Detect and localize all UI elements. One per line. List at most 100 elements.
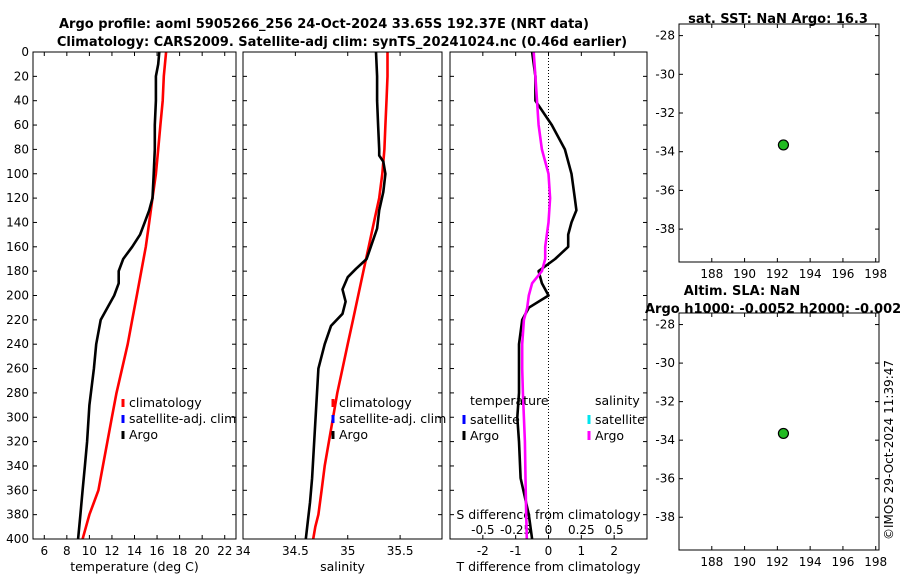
y-tick-label: -34 bbox=[655, 145, 675, 159]
s-tick-label: 0.25 bbox=[568, 523, 595, 537]
x-tick-label: 190 bbox=[733, 267, 756, 281]
x-tick-label: 12 bbox=[104, 544, 119, 558]
y-tick-label: 220 bbox=[6, 313, 29, 327]
x-tick-label: 194 bbox=[799, 555, 822, 569]
y-tick-label: -28 bbox=[655, 318, 675, 332]
y-tick-label: 400 bbox=[6, 532, 29, 546]
x-tick-label: 0 bbox=[545, 544, 553, 558]
sla-map-title: Altim. SLA: NaN bbox=[684, 284, 800, 299]
x-tick-label: 196 bbox=[831, 555, 854, 569]
x-tick-label: 35 bbox=[340, 544, 355, 558]
sla-map-subtitle: Argo h1000: -0.0052 h2000: -0.002 bbox=[645, 302, 900, 317]
panel-sat-sst-map: 188 190 192 194 196 198 -28 -30 -32 -34 -36 -38 bbox=[655, 23, 887, 281]
s-axis-label: S difference from climatology bbox=[456, 507, 641, 522]
y-tick-label: 140 bbox=[6, 215, 29, 229]
x-tick-label: 6 bbox=[40, 544, 48, 558]
y-tick-label: 120 bbox=[6, 191, 29, 205]
legend-label: climatology bbox=[339, 395, 412, 410]
y-tick-label: 280 bbox=[6, 386, 29, 400]
y-tick-label: 260 bbox=[6, 362, 29, 376]
y-tick-label: 340 bbox=[6, 459, 29, 473]
x-tick-label: 198 bbox=[864, 267, 887, 281]
x-tick-label: 20 bbox=[195, 544, 210, 558]
y-tick-label: 360 bbox=[6, 483, 29, 497]
x-axis-label: salinity bbox=[320, 559, 365, 574]
argo-position-marker bbox=[777, 139, 790, 151]
x-tick-label: 34.5 bbox=[282, 544, 309, 558]
legend-salinity-title: salinity bbox=[595, 393, 640, 408]
y-tick-label: -38 bbox=[655, 510, 675, 524]
y-tick-label: 320 bbox=[6, 435, 29, 449]
series-line-argo bbox=[76, 51, 161, 540]
legend-label: Argo bbox=[339, 427, 368, 442]
y-tick-label: 80 bbox=[14, 142, 29, 156]
legend-label: satellite bbox=[470, 412, 520, 427]
y-tick-label: 380 bbox=[6, 508, 29, 522]
legend-label: satellite bbox=[595, 412, 645, 427]
panel-difference: -2 -1 0 1 2 -0.5 -0.25 0 0.25 0.5S difference fro… bbox=[449, 51, 648, 574]
s-tick-label: -0.5 bbox=[471, 523, 494, 537]
y-tick-label: -36 bbox=[655, 472, 675, 486]
plot-frame bbox=[678, 312, 880, 551]
legend-label: Argo bbox=[595, 428, 624, 443]
series-line-temperature-argo bbox=[516, 51, 578, 540]
x-tick-label: 18 bbox=[172, 544, 187, 558]
y-tick-label: 0 bbox=[21, 45, 29, 59]
x-tick-label: -2 bbox=[477, 544, 489, 558]
series-line-climatology bbox=[81, 51, 168, 540]
x-tick-label: 14 bbox=[127, 544, 142, 558]
x-tick-label: 2 bbox=[610, 544, 618, 558]
y-tick-label: -38 bbox=[655, 222, 675, 236]
x-tick-label: 190 bbox=[733, 555, 756, 569]
legend-label: Argo bbox=[470, 428, 499, 443]
y-tick-label: 160 bbox=[6, 240, 29, 254]
x-tick-label: 22 bbox=[217, 544, 232, 558]
x-tick-label: 10 bbox=[82, 544, 97, 558]
y-tick-label: 240 bbox=[6, 337, 29, 351]
x-tick-label: 196 bbox=[831, 267, 854, 281]
series-line-argo bbox=[304, 51, 387, 540]
y-tick-label: -36 bbox=[655, 183, 675, 197]
legend-label: Argo bbox=[129, 427, 158, 442]
s-tick-label: -0.25 bbox=[500, 523, 531, 537]
y-tick-label: -28 bbox=[655, 29, 675, 43]
plot-frame bbox=[32, 51, 237, 540]
timestamp-stamp: ©IMOS 29-Oct-2024 11:39:47 bbox=[882, 360, 896, 540]
x-tick-label: -1 bbox=[510, 544, 522, 558]
panel-altim-sla-map: 188 190 192 194 196 198 -28 -30 -32 -34 -36 -38 bbox=[655, 312, 887, 569]
x-tick-label: 8 bbox=[63, 544, 71, 558]
panel-salinity: 34 34.5 35 35.5 salinity climatologysatellite… bbox=[235, 51, 446, 574]
y-tick-label: 200 bbox=[6, 289, 29, 303]
x-tick-label: 188 bbox=[700, 555, 723, 569]
x-axis-label: T difference from climatology bbox=[455, 559, 641, 574]
y-tick-label: -32 bbox=[655, 106, 675, 120]
x-tick-label: 192 bbox=[766, 555, 789, 569]
x-tick-label: 34 bbox=[235, 544, 250, 558]
plot-frame bbox=[449, 51, 648, 540]
x-tick-label: 192 bbox=[766, 267, 789, 281]
y-tick-label: -32 bbox=[655, 395, 675, 409]
series-line-salinity-argo bbox=[520, 51, 552, 540]
y-tick-label: 180 bbox=[6, 264, 29, 278]
x-tick-label: 35.5 bbox=[387, 544, 414, 558]
y-tick-label: -34 bbox=[655, 433, 675, 447]
x-tick-label: 16 bbox=[149, 544, 164, 558]
sst-map-title: sat. SST: NaN Argo: 16.3 bbox=[688, 12, 868, 27]
x-tick-label: 194 bbox=[799, 267, 822, 281]
x-tick-label: 1 bbox=[578, 544, 586, 558]
main-title-line2: Climatology: CARS2009. Satellite-adj cli… bbox=[57, 35, 627, 50]
plot-frame bbox=[678, 23, 880, 263]
y-tick-label: 100 bbox=[6, 167, 29, 181]
y-tick-label: 60 bbox=[14, 118, 29, 132]
y-tick-label: 300 bbox=[6, 410, 29, 424]
x-tick-label: 188 bbox=[700, 267, 723, 281]
legend-temperature-title: temperature bbox=[470, 393, 549, 408]
argo-position-marker bbox=[777, 427, 790, 440]
s-tick-label: 0 bbox=[545, 523, 553, 537]
y-tick-label: 20 bbox=[14, 69, 29, 83]
x-axis-label: temperature (deg C) bbox=[70, 559, 199, 574]
x-tick-label: 198 bbox=[864, 555, 887, 569]
legend-label: climatology bbox=[129, 395, 202, 410]
y-tick-label: 40 bbox=[14, 94, 29, 108]
